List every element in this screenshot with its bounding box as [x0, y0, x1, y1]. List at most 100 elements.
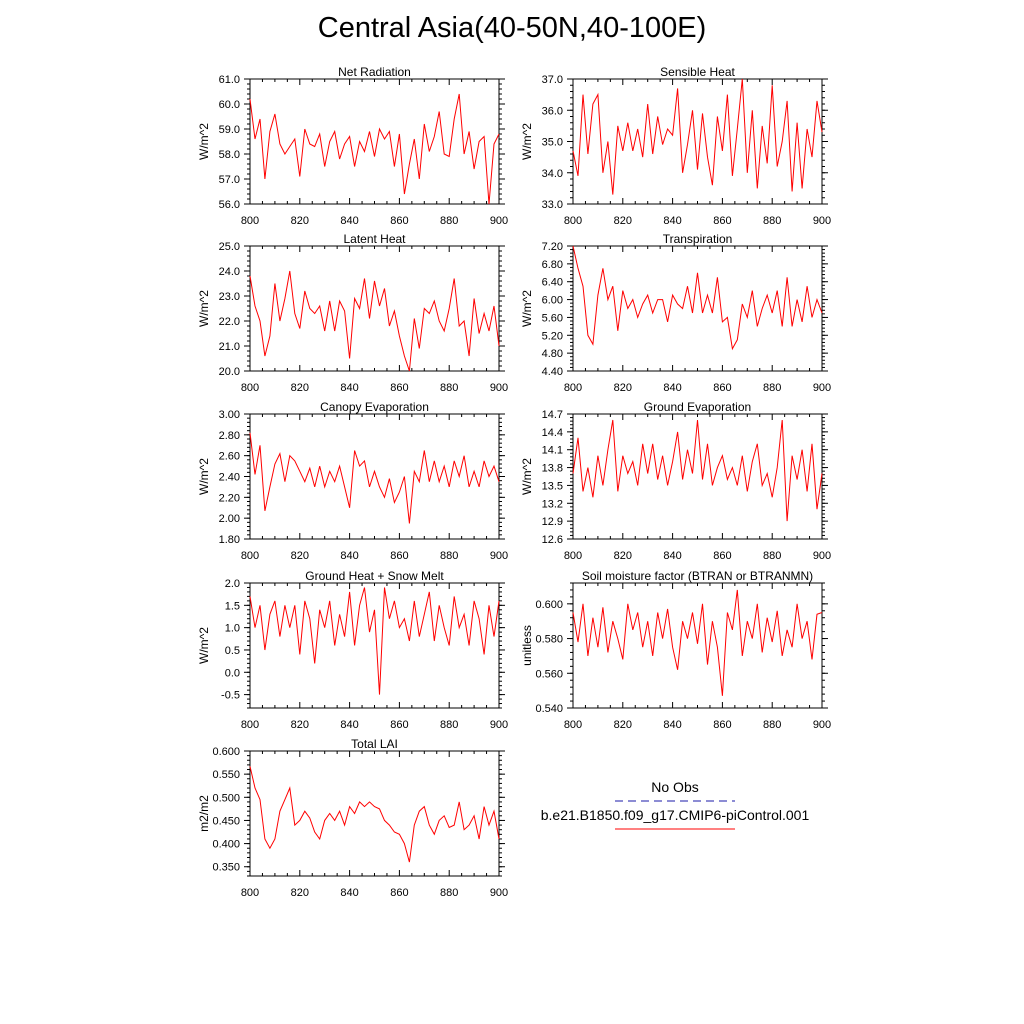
panel-4-ytick-label: 5.60 — [542, 312, 563, 324]
panel-3-xtick-label: 900 — [490, 382, 508, 394]
panel-5-title: Canopy Evaporation — [320, 400, 429, 414]
panel-7-xtick-label: 840 — [340, 719, 358, 731]
panel-4-title: Transpiration — [663, 232, 733, 246]
panel-2-ytick-label: 36.0 — [542, 105, 563, 117]
panel-4-ytick-label: 4.40 — [542, 366, 563, 378]
panel-3-ytick-label: 25.0 — [219, 241, 240, 253]
panel-9-xtick-label: 860 — [390, 887, 408, 899]
panel-5-ytick-label: 2.00 — [219, 513, 240, 525]
panel-5-ytick-label: 2.60 — [219, 451, 240, 463]
panel-6-ytick-label: 12.9 — [542, 516, 563, 528]
panel-3-xtick-label: 800 — [241, 382, 259, 394]
panel-4-xtick-label: 860 — [713, 382, 731, 394]
panel-8-xtick-label: 800 — [564, 719, 582, 731]
panel-7-frame — [249, 582, 500, 709]
panel-6-ytick-label: 13.5 — [542, 480, 563, 492]
panel-8-ylabel: unitless — [520, 625, 534, 666]
panel-9-ytick-label: 0.450 — [212, 815, 240, 827]
panel-1-frame — [249, 78, 500, 205]
panel-2-title: Sensible Heat — [660, 65, 735, 79]
panel-9-xtick-label: 840 — [340, 887, 358, 899]
panel-5-series-line — [249, 432, 500, 524]
panel-1-xtick-label: 820 — [291, 215, 309, 227]
panel-9-ytick-label: 0.400 — [212, 839, 240, 851]
panel-2-ytick-label: 35.0 — [542, 137, 563, 149]
panel-8-xtick-label: 820 — [614, 719, 632, 731]
panel-5-xtick-label: 900 — [490, 550, 508, 562]
panel-4-xtick-label: 840 — [663, 382, 681, 394]
panel-3-xtick-label: 860 — [390, 382, 408, 394]
panel-7-ytick-label: -0.5 — [221, 690, 240, 702]
panel-4-xtick-label: 900 — [813, 382, 831, 394]
panel-1-ytick-label: 56.0 — [219, 199, 240, 211]
panel-7-ytick-label: 0.5 — [225, 645, 240, 657]
panel-8-series-line — [572, 589, 823, 696]
panel-5-ylabel: W/m^2 — [197, 458, 211, 495]
panel-7-xtick-label: 860 — [390, 719, 408, 731]
panel-6-title: Ground Evaporation — [644, 400, 751, 414]
panel-7-xtick-label: 820 — [291, 719, 309, 731]
panel-5-ytick-label: 2.40 — [219, 472, 240, 484]
panel-7-ytick-label: 2.0 — [225, 578, 240, 590]
panel-6-xtick-label: 880 — [763, 550, 781, 562]
panel-5-ytick-label: 2.80 — [219, 430, 240, 442]
panel-9-ytick-label: 0.500 — [212, 792, 240, 804]
panel-8-ytick-label: 0.560 — [535, 668, 563, 680]
panel-6-ytick-label: 14.4 — [542, 427, 563, 439]
panel-8-ytick-label: 0.580 — [535, 634, 563, 646]
panel-4-series-line — [572, 245, 823, 351]
panel-4-ylabel: W/m^2 — [520, 290, 534, 327]
panel-5-xtick-label: 860 — [390, 550, 408, 562]
panel-6-series-line — [572, 419, 823, 522]
panel-7-xtick-label: 880 — [440, 719, 458, 731]
panel-2-xtick-label: 840 — [663, 215, 681, 227]
panel-7-ytick-label: 1.5 — [225, 600, 240, 612]
panel-9-ytick-label: 0.350 — [212, 862, 240, 874]
panel-7-title: Ground Heat + Snow Melt — [305, 569, 444, 583]
panel-1-ytick-label: 58.0 — [219, 149, 240, 161]
panel-8-xtick-label: 880 — [763, 719, 781, 731]
panel-5-xtick-label: 800 — [241, 550, 259, 562]
panel-5-xtick-label: 820 — [291, 550, 309, 562]
panel-1-xtick-label: 860 — [390, 215, 408, 227]
panel-8-xtick-label: 840 — [663, 719, 681, 731]
panel-5-xtick-label: 880 — [440, 550, 458, 562]
panel-9-series-line — [249, 766, 500, 863]
panel-3-ytick-label: 20.0 — [219, 366, 240, 378]
panel-6-ytick-label: 13.8 — [542, 463, 563, 475]
panel-1-xtick-label: 880 — [440, 215, 458, 227]
panel-5-ytick-label: 3.00 — [219, 409, 240, 421]
panel-2-xtick-label: 860 — [713, 215, 731, 227]
panel-6-xtick-label: 900 — [813, 550, 831, 562]
panel-3-title: Latent Heat — [343, 232, 406, 246]
panel-9-ytick-label: 0.600 — [212, 746, 240, 758]
panel-6-ylabel: W/m^2 — [520, 458, 534, 495]
panel-5-xtick-label: 840 — [340, 550, 358, 562]
panel-3-xtick-label: 820 — [291, 382, 309, 394]
panel-3-ytick-label: 24.0 — [219, 266, 240, 278]
panel-9-title: Total LAI — [351, 737, 398, 751]
panel-4-ytick-label: 6.80 — [542, 259, 563, 271]
panel-9-xtick-label: 800 — [241, 887, 259, 899]
legend-obs-label: No Obs — [651, 779, 699, 795]
panel-8-title: Soil moisture factor (BTRAN or BTRANMN) — [582, 569, 813, 583]
panel-4-ytick-label: 5.20 — [542, 330, 563, 342]
panel-4-xtick-label: 820 — [614, 382, 632, 394]
panel-1-ytick-label: 61.0 — [219, 74, 240, 86]
panel-5-frame — [249, 413, 500, 540]
panel-2-ytick-label: 34.0 — [542, 168, 563, 180]
panel-2-ylabel: W/m^2 — [520, 123, 534, 160]
panel-6-ytick-label: 13.2 — [542, 498, 563, 510]
panel-9-xtick-label: 900 — [490, 887, 508, 899]
panel-4-ytick-label: 6.00 — [542, 295, 563, 307]
panel-1-ytick-label: 59.0 — [219, 124, 240, 136]
panel-6-ytick-label: 14.7 — [542, 409, 563, 421]
panel-3-series-line — [249, 270, 500, 372]
panel-2-frame — [572, 78, 823, 205]
panel-5-ytick-label: 1.80 — [219, 534, 240, 546]
panel-6-ytick-label: 14.1 — [542, 445, 563, 457]
panel-3-ytick-label: 21.0 — [219, 341, 240, 353]
panel-2-ytick-label: 37.0 — [542, 74, 563, 86]
panel-9-ylabel: m2/m2 — [197, 795, 211, 832]
